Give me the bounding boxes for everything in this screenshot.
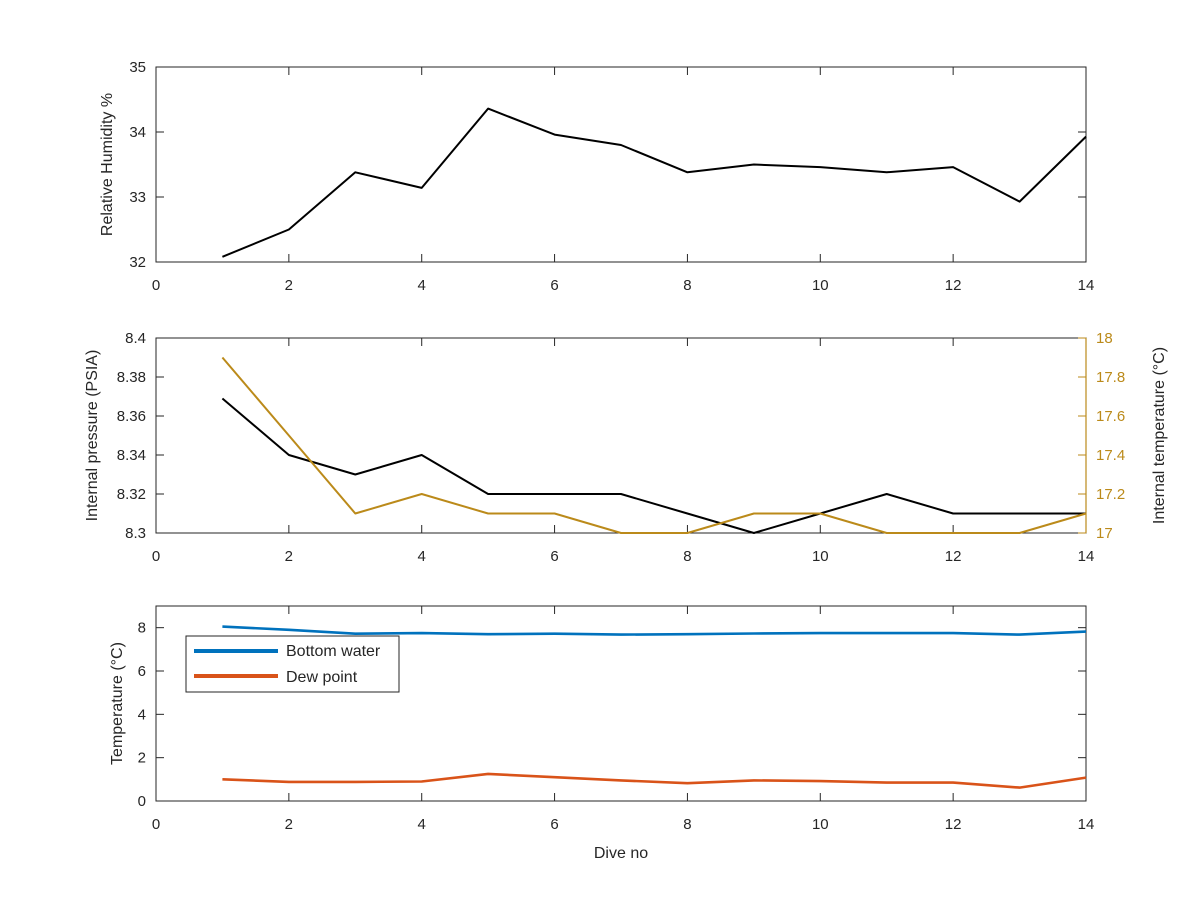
legend-label-dew-point: Dew point xyxy=(286,669,358,686)
x-tick-label: 12 xyxy=(945,816,962,833)
temperature-panel: 0 2 4 6 8 10 12 14 0 2 4 6 8 Temperature (°C) Dive n… xyxy=(109,605,1095,862)
legend-box xyxy=(185,635,400,693)
temperature-y-axis-label: Temperature (°C) xyxy=(109,642,126,765)
x-tick-label: 0 xyxy=(152,548,160,565)
y-tick-label: 0 xyxy=(138,793,146,810)
y-tick-label: 33 xyxy=(129,189,146,206)
x-tick-label: 8 xyxy=(683,548,691,565)
x-tick-label: 0 xyxy=(152,277,160,294)
y-tick-label: 2 xyxy=(138,750,146,767)
y-tick-label: 8.32 xyxy=(117,486,146,503)
x-tick-label: 8 xyxy=(683,277,691,294)
x-tick-label: 6 xyxy=(550,548,558,565)
x-tick-label: 4 xyxy=(418,548,426,565)
y-tick-label: 4 xyxy=(138,706,146,723)
series-line-2-1 xyxy=(222,772,1087,789)
y-tick-label: 8.36 xyxy=(117,408,146,425)
temperature-ticks: 0 2 4 6 8 10 12 14 0 2 4 6 8 xyxy=(138,606,1095,833)
y-tick-label: 8.3 xyxy=(125,525,146,542)
x-tick-label: 6 xyxy=(550,277,558,294)
x-tick-label: 14 xyxy=(1078,816,1095,833)
x-tick-label: 12 xyxy=(945,548,962,565)
series-line-1-1 xyxy=(221,356,1087,534)
y2-tick-label: 17 xyxy=(1096,525,1113,542)
y-tick-label: 8 xyxy=(138,620,146,637)
pressure-ticks: 0 2 4 6 8 10 12 14 8.3 8.32 8.34 8.36 8.38 8.4 17 17.2 1… xyxy=(117,330,1125,565)
x-tick-label: 8 xyxy=(683,816,691,833)
x-tick-label: 6 xyxy=(550,816,558,833)
x-tick-label: 2 xyxy=(285,548,293,565)
humidity-series xyxy=(222,107,1087,258)
y-tick-label: 34 xyxy=(129,124,146,141)
legend: Bottom water Dew point xyxy=(185,635,400,693)
x-tick-label: 2 xyxy=(285,816,293,833)
x-tick-label: 0 xyxy=(152,816,160,833)
temperature-series xyxy=(222,625,1087,789)
temperature-y2-axis-label: Internal temperature (°C) xyxy=(1151,347,1168,524)
series-line-0-0 xyxy=(222,107,1087,258)
pressure-y-axis-label: Internal pressure (PSIA) xyxy=(84,350,101,522)
x-tick-label: 14 xyxy=(1078,277,1095,294)
series-line-2-0 xyxy=(222,625,1087,636)
y-tick-label: 32 xyxy=(129,254,146,271)
humidity-panel: 0 2 4 6 8 10 12 14 32 33 34 35 Relative Humidity % xyxy=(99,59,1094,294)
y2-tick-label: 17.6 xyxy=(1096,408,1125,425)
y2-tick-label: 17.4 xyxy=(1096,447,1125,464)
y2-tick-label: 18 xyxy=(1096,330,1113,347)
series-line-1-0 xyxy=(221,397,1086,534)
pressure-plot-area xyxy=(155,337,1087,534)
x-tick-label: 10 xyxy=(812,548,829,565)
y-tick-label: 35 xyxy=(129,59,146,76)
humidity-y-axis-label: Relative Humidity % xyxy=(99,93,116,236)
y-tick-label: 8.4 xyxy=(125,330,146,347)
y-tick-label: 8.38 xyxy=(117,369,146,386)
humidity-ticks: 0 2 4 6 8 10 12 14 32 33 34 35 xyxy=(129,59,1094,294)
y2-tick-label: 17.2 xyxy=(1096,486,1125,503)
x-tick-label: 4 xyxy=(418,277,426,294)
legend-label-bottom-water: Bottom water xyxy=(286,643,381,660)
x-tick-label: 14 xyxy=(1078,548,1095,565)
x-tick-label: 10 xyxy=(812,277,829,294)
x-tick-label: 4 xyxy=(418,816,426,833)
y-tick-label: 6 xyxy=(138,663,146,680)
pressure-temperature-series xyxy=(221,356,1087,534)
humidity-plot-area xyxy=(155,66,1087,263)
x-tick-label: 2 xyxy=(285,277,293,294)
x-tick-label: 12 xyxy=(945,277,962,294)
y2-tick-label: 17.8 xyxy=(1096,369,1125,386)
y-tick-label: 8.34 xyxy=(117,447,146,464)
x-axis-label: Dive no xyxy=(594,845,648,862)
pressure-temperature-panel: 0 2 4 6 8 10 12 14 8.3 8.32 8.34 8.36 8.38 8.4 17 17.2 1… xyxy=(84,330,1168,565)
x-tick-label: 10 xyxy=(812,816,829,833)
